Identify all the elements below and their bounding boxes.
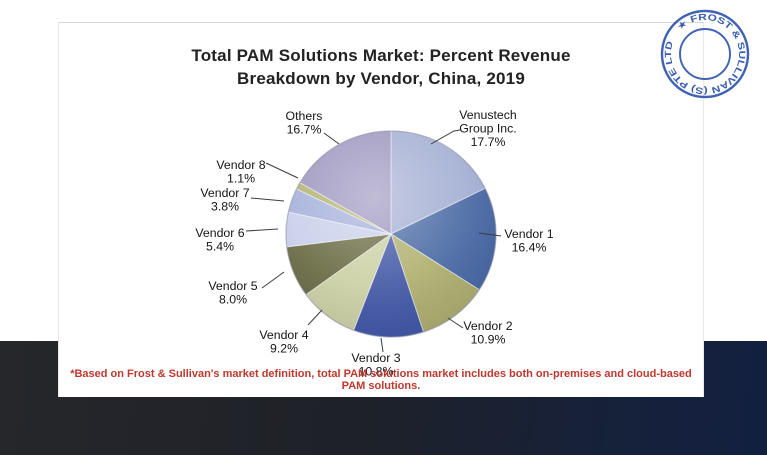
leader-line-vendor-2 <box>447 317 464 329</box>
footnote: *Based on Frost & Sullivan's market defi… <box>70 368 692 392</box>
pie-label-venustech-group-inc: Venustech Group Inc. 17.7% <box>459 108 517 149</box>
chart-title: Total PAM Solutions Market: Percent Reve… <box>59 44 703 90</box>
stamp-inner-ring <box>679 28 731 80</box>
pie-label-vendor-7: Vendor 7 3.8% <box>200 186 249 214</box>
pie-label-vendor-8: Vendor 8 1.1% <box>216 158 265 186</box>
pie-label-vendor-4: Vendor 4 9.2% <box>259 328 308 356</box>
leader-line-others <box>323 132 340 145</box>
leader-line-vendor-5 <box>261 271 285 289</box>
pie-sheen-overlay <box>286 131 496 337</box>
pie-label-vendor-1: Vendor 1 16.4% <box>504 227 553 255</box>
pie-label-vendor-2: Vendor 2 10.9% <box>463 319 512 347</box>
svg-text:★ FROST & SULLIVAN (S) PTE LTD: ★ FROST & SULLIVAN (S) PTE LTD <box>663 12 747 96</box>
leader-line-vendor-7 <box>250 197 285 202</box>
leader-line-vendor-1 <box>478 232 502 237</box>
stamp-text: ★ FROST & SULLIVAN (S) PTE LTD <box>663 12 747 96</box>
leader-line-venustech-group-inc <box>430 129 461 145</box>
pie-label-others: Others 16.7% <box>286 109 323 137</box>
pie-label-vendor-3: Vendor 3 10.8% <box>351 351 400 379</box>
leader-line-vendor-8 <box>265 162 299 179</box>
leader-line-vendor-4 <box>307 309 323 326</box>
chart-title-line1: Total PAM Solutions Market: Percent Reve… <box>191 46 571 65</box>
pie-outer-rim <box>285 130 497 338</box>
leader-line-vendor-3 <box>380 337 384 353</box>
leader-line-vendor-6 <box>245 228 279 232</box>
chart-title-line2: Breakdown by Vendor, China, 2019 <box>237 69 525 88</box>
pie-label-vendor-5: Vendor 5 8.0% <box>208 279 257 307</box>
stamp-outer-ring <box>660 9 750 99</box>
slide-page: Total PAM Solutions Market: Percent Reve… <box>58 22 704 397</box>
pie-chart: Venustech Group Inc. 17.7% Vendor 1 16.4% Ven… <box>195 108 553 379</box>
frost-sullivan-stamp-icon: ★ FROST & SULLIVAN (S) PTE LTD <box>660 9 750 99</box>
pie-label-vendor-6: Vendor 6 5.4% <box>195 226 244 254</box>
